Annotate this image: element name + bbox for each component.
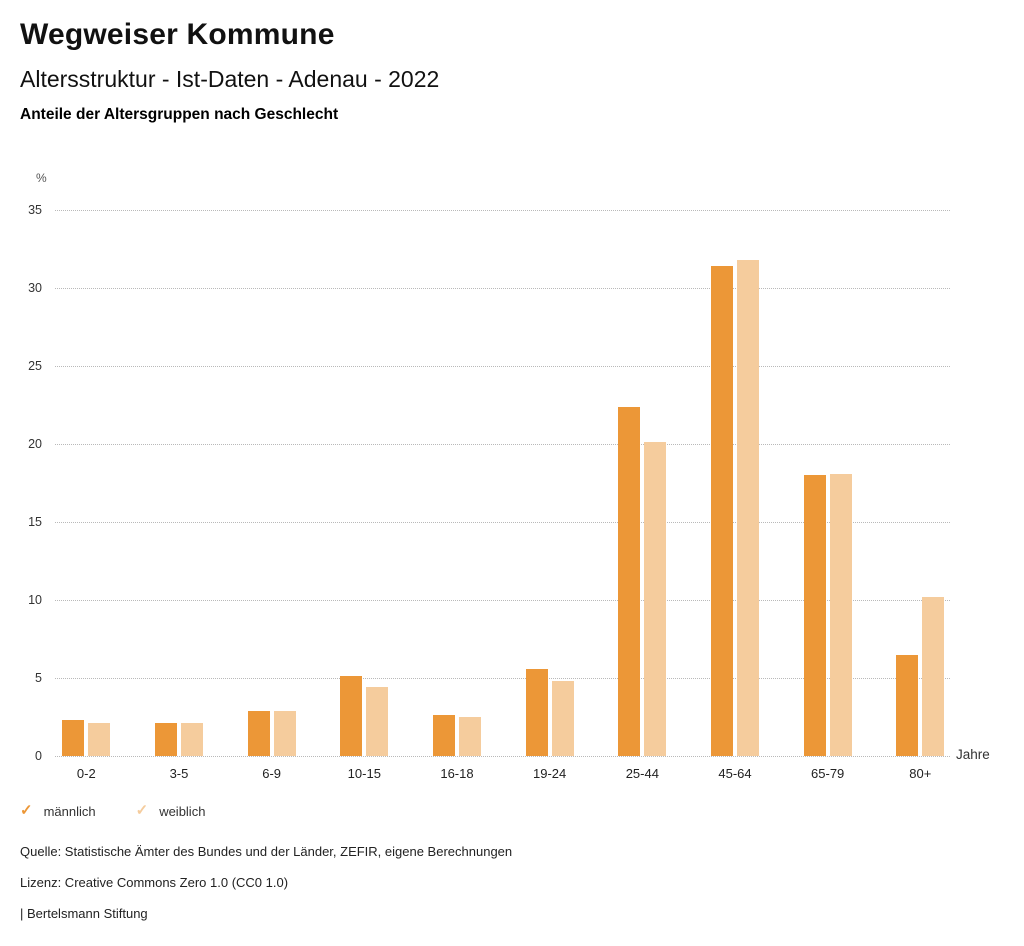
y-tick-label-20: 20: [28, 437, 42, 451]
gridline-15: [55, 522, 950, 523]
chart-subtitle: Altersstruktur - Ist-Daten - Adenau - 20…: [20, 66, 440, 92]
y-tick-label-10: 10: [28, 593, 42, 607]
bar-maennlich-19-24: [525, 668, 548, 756]
legend-item-weiblich[interactable]: ✓ weiblich: [136, 802, 206, 820]
bar-maennlich-16-18: [432, 715, 455, 756]
x-axis-label-25-44: 25-44: [625, 766, 659, 781]
checkmark-icon: ✓: [20, 802, 33, 819]
y-axis-unit-label: %: [36, 171, 47, 185]
x-axis-label-19-24: 19-24: [533, 766, 567, 781]
gridline-5: [55, 678, 950, 679]
x-axis-label-65-79: 65-79: [811, 766, 845, 781]
bar-maennlich-10-15: [340, 676, 363, 756]
footer-license: Lizenz: Creative Commons Zero 1.0 (CC0 1…: [20, 875, 289, 890]
bar-weiblich-65-79: [829, 473, 852, 756]
x-axis-label-0-2: 0-2: [76, 766, 96, 781]
y-tick-label-25: 25: [28, 359, 42, 373]
bar-weiblich-25-44: [644, 442, 667, 756]
bar-weiblich-6-9: [273, 710, 296, 756]
bar-weiblich-80+: [922, 596, 945, 756]
gridline-35: [55, 210, 950, 211]
gridline-0: [55, 756, 950, 757]
x-axis-label-6-9: 6-9: [262, 766, 282, 781]
gridline-20: [55, 444, 950, 445]
footer-source: Quelle: Statistische Ämter des Bundes un…: [20, 844, 513, 859]
bar-weiblich-10-15: [366, 687, 389, 756]
y-tick-label-5: 5: [35, 671, 42, 685]
bar-maennlich-3-5: [154, 723, 177, 756]
bar-maennlich-25-44: [618, 406, 641, 756]
bar-maennlich-65-79: [803, 475, 826, 756]
app-title: Wegweiser Kommune: [20, 18, 335, 51]
y-tick-label-35: 35: [28, 203, 42, 217]
x-axis-label-80+: 80+: [909, 766, 932, 781]
bar-weiblich-0-2: [88, 723, 111, 756]
legend-item-maennlich[interactable]: ✓ männlich: [20, 802, 96, 820]
bar-weiblich-3-5: [180, 723, 203, 756]
gridline-10: [55, 600, 950, 601]
bar-maennlich-45-64: [710, 266, 733, 756]
x-axis-label-10-15: 10-15: [347, 766, 381, 781]
y-tick-label-30: 30: [28, 281, 42, 295]
bar-maennlich-80+: [896, 654, 919, 756]
bar-weiblich-19-24: [551, 681, 574, 756]
x-axis-label-16-18: 16-18: [440, 766, 474, 781]
bar-maennlich-0-2: [62, 720, 85, 756]
gridline-25: [55, 366, 950, 367]
y-tick-label-15: 15: [28, 515, 42, 529]
chart-legend: ✓ männlich ✓ weiblich: [20, 802, 245, 820]
chart-heading: Anteile der Altersgruppen nach Geschlech…: [20, 106, 339, 123]
x-axis-label-3-5: 3-5: [169, 766, 189, 781]
gridline-30: [55, 288, 950, 289]
legend-label-maennlich: männlich: [43, 803, 96, 819]
y-tick-label-0: 0: [35, 749, 42, 763]
x-axis-label-45-64: 45-64: [718, 766, 752, 781]
bar-maennlich-6-9: [247, 710, 270, 756]
bar-weiblich-45-64: [736, 259, 759, 756]
x-axis-unit-label: Jahre: [956, 747, 990, 762]
footer-attribution: | Bertelsmann Stiftung: [20, 906, 148, 921]
checkmark-icon: ✓: [135, 802, 149, 819]
bar-weiblich-16-18: [458, 717, 481, 756]
legend-label-weiblich: weiblich: [159, 803, 206, 819]
